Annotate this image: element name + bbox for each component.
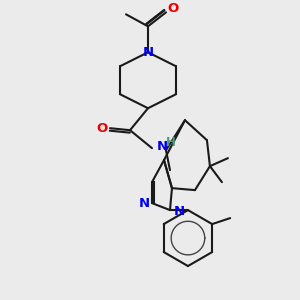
Text: N: N (156, 140, 167, 153)
Text: O: O (96, 122, 108, 135)
Text: H: H (166, 136, 176, 149)
Text: N: N (142, 46, 154, 59)
Text: N: N (138, 196, 150, 210)
Text: O: O (167, 2, 178, 15)
Text: N: N (173, 205, 184, 218)
